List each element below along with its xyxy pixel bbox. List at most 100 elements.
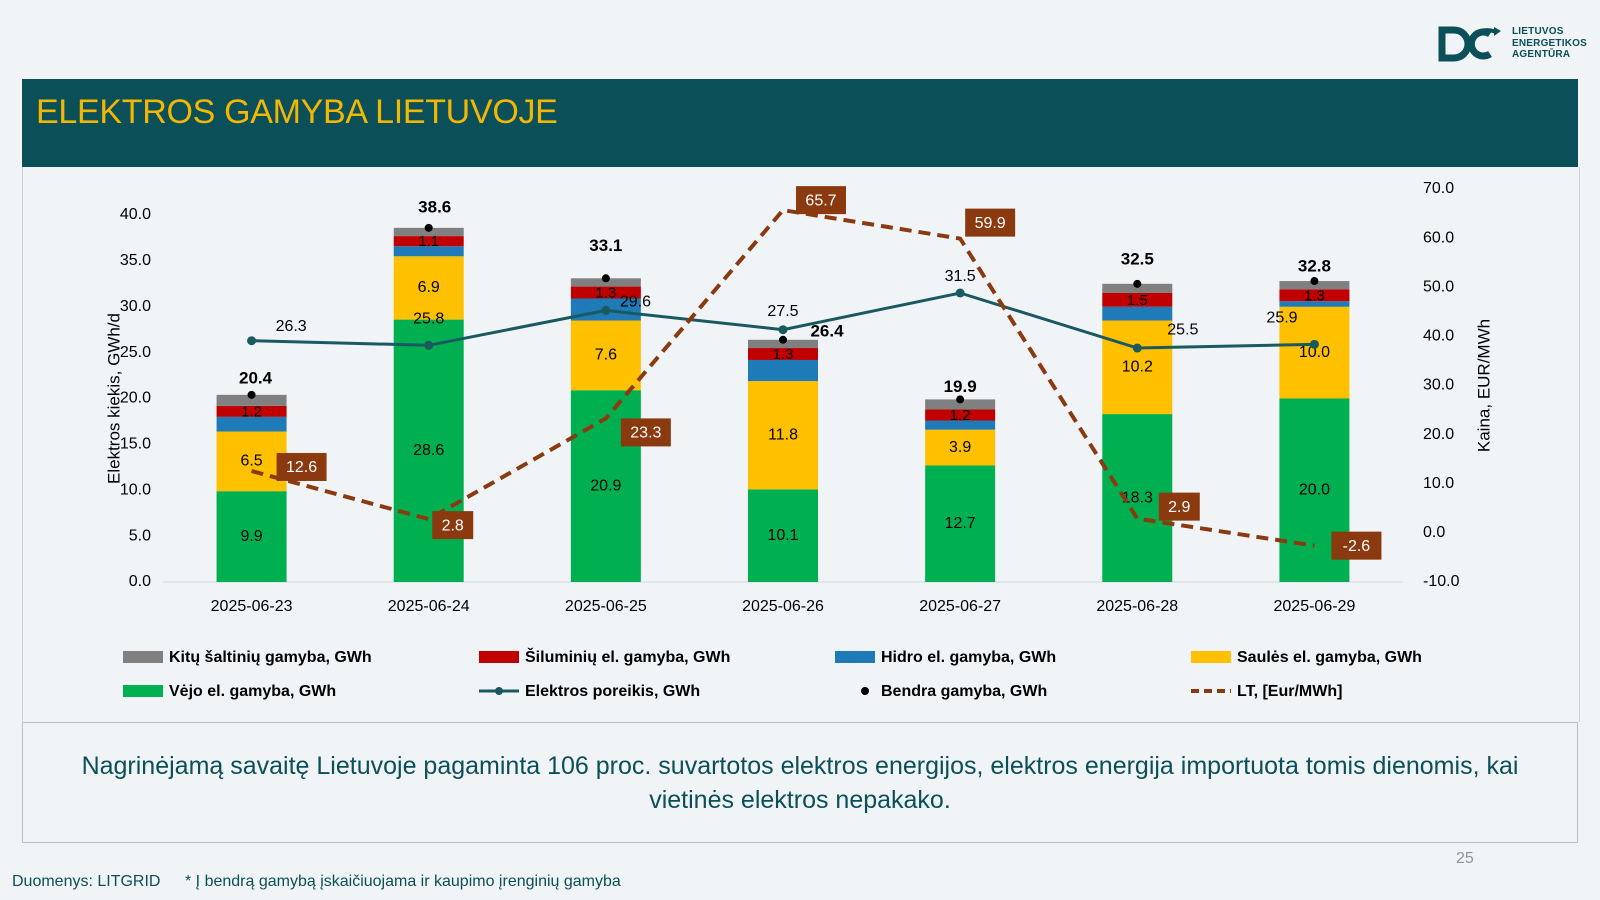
y2-tick-label: 20.0: [1423, 426, 1454, 443]
bar-value-label: 6.9: [418, 279, 440, 296]
bar-segment: [925, 420, 996, 430]
bar-value-label: 6.5: [240, 453, 262, 470]
logo-line-2: ENERGETIKOS: [1512, 37, 1587, 49]
y-tick-label: 40.0: [120, 206, 151, 223]
demand-point: [955, 288, 965, 298]
lea-logo-icon: [1438, 26, 1501, 62]
price-value-label: 12.6: [286, 459, 317, 476]
logo-text: LIETUVOS ENERGETIKOS AGENTŪRA: [1512, 26, 1587, 61]
y2-tick-label: 60.0: [1423, 229, 1454, 246]
demand-point: [1309, 339, 1319, 349]
y-tick-label: 10.0: [120, 481, 151, 498]
y-tick-label: 30.0: [120, 298, 151, 315]
total-production-label: 32.5: [1121, 249, 1154, 268]
demand-value-label: 25.9: [1266, 310, 1297, 327]
total-production-dot: [1133, 279, 1142, 288]
legend-swatch-marker: [495, 687, 503, 695]
demand-point: [247, 336, 257, 346]
y-tick-label: 35.0: [120, 252, 151, 269]
bar-value-label: 1.2: [950, 407, 971, 424]
demand-value-label: 26.3: [276, 318, 307, 335]
price-label-box: [432, 511, 474, 540]
agency-logo: LIETUVOS ENERGETIKOS AGENTŪRA: [1438, 22, 1588, 66]
bar-segment: [393, 246, 464, 257]
demand-value-label: 25.5: [1167, 321, 1198, 338]
bar-segment: [748, 348, 818, 360]
price-label-box: [620, 418, 671, 447]
y2-tick-label: -10.0: [1423, 573, 1460, 590]
price-label-box: [965, 208, 1016, 237]
bar-value-label: 12.7: [945, 515, 976, 532]
bar-value-label: 10.2: [1122, 359, 1153, 376]
legend-label: Šiluminių el. gamyba, GWh: [525, 647, 730, 666]
price-label-box: [1158, 492, 1200, 521]
page-title: ELEKTROS GAMYBA LIETUVOJE: [36, 93, 558, 131]
bar-segment: [393, 256, 464, 320]
bar-value-label: 1.1: [418, 233, 439, 250]
y-tick-label: 0.0: [129, 573, 151, 590]
bar-segment: [1102, 283, 1173, 293]
bar-segment: [1279, 281, 1350, 290]
summary-text: Nagrinėjamą savaitę Lietuvoje pagaminta …: [81, 752, 1519, 814]
bar-value-label: 28.6: [413, 442, 444, 459]
legend-label: Hidro el. gamyba, GWh: [881, 649, 1056, 666]
legend-label: LT, [Eur/MWh]: [1237, 683, 1342, 700]
footnote: * Į bendrą gamybą įskaičiuojama ir kaupi…: [185, 873, 621, 890]
x-tick-label: 2025-06-24: [388, 598, 470, 615]
total-production-dot: [247, 390, 256, 399]
y-tick-label: 5.0: [129, 527, 151, 544]
legend-swatch: [123, 685, 163, 697]
y-axis-label: Elektros kiekis, GWh/d: [104, 313, 123, 484]
legend-swatch: [835, 651, 875, 663]
bar-segment: [925, 399, 996, 410]
legend-label: Kitų šaltinių gamyba, GWh: [169, 649, 372, 666]
x-tick-label: 2025-06-27: [919, 598, 1001, 615]
total-production-dot: [601, 274, 610, 283]
demand-point: [1132, 343, 1142, 353]
price-label-box: [1331, 531, 1382, 560]
bar-value-label: 3.9: [949, 439, 971, 456]
bar-value-label: 7.6: [595, 347, 617, 364]
total-production-dot: [424, 223, 433, 232]
bar-segment: [216, 405, 287, 417]
legend-swatch: [1191, 651, 1231, 663]
x-tick-label: 2025-06-25: [565, 598, 647, 615]
y2-tick-label: 30.0: [1423, 377, 1454, 394]
title-banner: ELEKTROS GAMYBA LIETUVOJE: [22, 79, 1578, 167]
bar-segment: [748, 489, 818, 582]
bar-segment: [1279, 289, 1350, 302]
bar-segment: [216, 491, 287, 582]
total-production-label: 33.1: [589, 236, 622, 255]
bar-value-label: 18.3: [1122, 489, 1153, 506]
total-production-label: 20.4: [239, 368, 273, 387]
bar-value-label: 10.1: [767, 527, 798, 544]
electricity-production-chart: 0.0 5.0 10.0 15.0 20.0 25.0 30.0 35.0 40.0 -10.0 0…: [104, 180, 1493, 700]
logo-line-1: LIETUVOS: [1512, 26, 1564, 37]
bar-value-label: 1.5: [1127, 292, 1148, 309]
total-production-label: 19.9: [944, 377, 977, 396]
bar-segment: [925, 465, 996, 582]
legend-label: Vėjo el. gamyba, GWh: [169, 683, 336, 700]
bar-value-label: 11.8: [768, 426, 798, 443]
data-source: Duomenys: LITGRID: [12, 873, 161, 890]
demand-point: [424, 340, 434, 350]
bar-segment: [1102, 306, 1173, 321]
bar-value-label: 1.3: [1304, 287, 1325, 304]
x-tick-label: 2025-06-28: [1096, 598, 1178, 615]
bar-segment: [748, 381, 818, 490]
bar-segment: [216, 431, 287, 492]
bar-value-label: 20.9: [590, 477, 621, 494]
bar-segment: [216, 416, 287, 432]
bar-segment: [393, 236, 464, 247]
legend-swatch: [861, 687, 869, 695]
bar-value-label: 20.0: [1299, 481, 1330, 498]
bar-segment: [1279, 301, 1350, 307]
demand-point: [601, 305, 611, 315]
summary-box: Nagrinėjamą savaitę Lietuvoje pagaminta …: [22, 722, 1578, 843]
price-label-box: [276, 452, 327, 481]
page-number: 25: [1456, 850, 1474, 867]
bar-value-label: 1.3: [595, 284, 616, 301]
y2-tick-label: 50.0: [1423, 278, 1454, 295]
price-label-box: [796, 186, 846, 215]
bar-segment: [570, 320, 641, 391]
